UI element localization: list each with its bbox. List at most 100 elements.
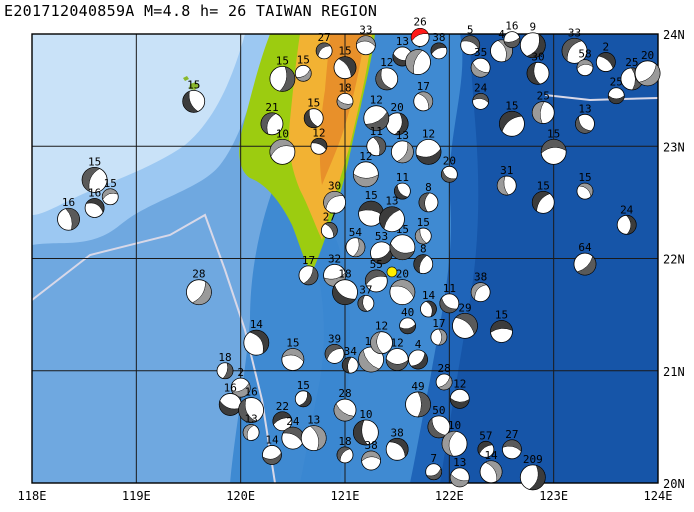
focal-mechanism-beachball[interactable] [355,35,376,56]
focal-mechanism-beachball[interactable] [389,234,416,261]
focal-mechanism-beachball[interactable] [332,279,358,306]
focal-mechanism-beachball[interactable] [576,59,594,77]
focal-mechanism-beachball[interactable] [519,32,546,59]
focal-mechanism-beachball[interactable] [269,66,296,92]
focal-mechanism-beachball[interactable] [310,137,328,155]
focal-mechanism-beachball[interactable] [333,56,357,80]
focal-mechanism-beachball[interactable] [634,60,661,87]
focal-mechanism-beachball[interactable] [390,140,414,164]
focal-mechanism-beachball[interactable] [57,207,80,231]
focal-mechanism-beachball[interactable] [393,182,411,200]
focal-mechanism-beachball[interactable] [345,237,366,258]
focal-mechanism-beachball[interactable] [472,92,490,110]
focal-mechanism-beachball[interactable] [238,397,265,423]
focal-mechanism-beachball[interactable] [298,265,319,286]
focal-mechanism-beachball[interactable] [370,331,393,355]
focal-mechanism-beachball[interactable] [216,362,234,380]
focal-mechanism-beachball[interactable] [260,112,284,136]
focal-mechanism-beachball[interactable] [182,89,206,113]
focal-mechanism-beachball[interactable] [323,190,346,214]
focal-mechanism-beachball[interactable] [336,446,354,464]
focal-mechanism-beachball[interactable] [499,110,525,137]
focal-mechanism-beachball[interactable] [243,329,270,356]
focal-mechanism-beachball[interactable] [470,57,491,78]
focal-mechanism-beachball[interactable] [320,222,338,239]
focal-mechanism-beachball[interactable] [336,92,354,110]
focal-mechanism-beachball[interactable] [413,91,434,112]
focal-mechanism-beachball[interactable] [470,282,491,303]
focal-mechanism-beachball[interactable] [364,269,388,293]
focal-mechanism-beachball[interactable] [425,463,443,481]
focal-mechanism-beachball[interactable] [430,42,448,60]
focal-mechanism-beachball[interactable] [315,42,333,60]
focal-mechanism-beachball[interactable] [573,252,597,276]
focal-mechanism-beachball[interactable] [540,138,567,165]
focal-mechanism-beachball[interactable] [262,445,282,465]
focal-mechanism-beachball[interactable] [440,165,458,183]
focal-mechanism-beachball[interactable] [496,175,517,196]
focal-mechanism-beachball[interactable] [272,411,293,432]
focal-mechanism-beachball[interactable] [375,67,399,91]
focal-mechanism-beachball[interactable] [531,190,555,214]
focal-mechanism-beachball[interactable] [333,398,357,422]
focal-mechanism-beachball[interactable] [477,440,495,458]
focal-mechanism-beachball[interactable] [414,227,432,245]
focal-mechanism-beachball[interactable] [441,430,468,457]
focal-mechanism-beachball[interactable] [385,348,409,371]
focal-mechanism-beachball[interactable] [352,161,379,188]
focal-mechanism-beachball[interactable] [531,101,555,124]
focal-mechanism-beachball[interactable] [81,167,108,193]
focal-mechanism-beachball[interactable] [415,138,442,165]
focal-mechanism-beachball[interactable] [370,241,393,265]
focal-mechanism-beachball[interactable] [303,108,324,129]
focal-mechanism-beachball[interactable] [430,328,448,346]
focal-mechanism-beachball[interactable] [361,450,381,471]
focal-mechanism-beachball[interactable] [84,198,105,218]
focal-mechanism-beachball[interactable] [269,138,296,165]
focal-mechanism-beachball[interactable] [341,356,359,374]
focal-mechanism-beachball[interactable] [575,113,595,134]
focal-mechanism-beachball[interactable] [595,52,616,72]
focal-mechanism-beachball[interactable] [352,419,379,446]
focal-mechanism-beachball[interactable] [281,348,305,371]
focal-mechanism-beachball[interactable] [502,439,522,460]
focal-mechanism-beachball[interactable] [218,393,242,416]
focal-mechanism-beachball[interactable] [526,61,550,85]
focal-mechanism-beachball[interactable] [385,437,409,461]
focal-mechanism-beachball[interactable] [324,344,345,364]
focal-mechanism-beachball[interactable] [460,35,481,56]
focal-mechanism-beachball[interactable] [452,312,478,339]
focal-mechanism-beachball[interactable] [294,64,312,82]
focal-mechanism-beachball[interactable] [519,464,546,491]
focal-mechanism-beachball[interactable] [281,426,305,450]
focal-mechanism-beachball[interactable] [503,31,521,49]
focal-mechanism-beachball[interactable] [435,373,453,391]
focal-mechanism-beachball[interactable] [408,349,428,370]
focal-mechanism-beachball[interactable] [576,182,594,200]
focal-mechanism-beachball[interactable] [439,293,460,314]
focal-mechanism-beachball[interactable] [418,192,439,213]
focal-mechanism-beachball[interactable] [379,206,405,233]
focal-mechanism-beachball[interactable] [294,390,312,408]
focal-mechanism-beachball[interactable] [449,388,470,409]
focal-mechanism-beachball[interactable] [186,279,212,306]
focal-mechanism-beachball[interactable] [607,87,625,105]
focal-mechanism-beachball[interactable] [449,467,470,488]
focal-mechanism-beachball[interactable] [616,214,637,235]
focal-mechanism-beachball[interactable] [101,188,119,206]
focal-mechanism-beachball[interactable] [561,37,588,64]
focal-mechanism-beachball[interactable] [399,317,417,335]
focal-mechanism-beachball[interactable] [389,279,416,306]
focal-mechanism-beachball[interactable] [420,300,437,318]
event-beachball[interactable] [410,27,430,47]
focal-mechanism-beachball[interactable] [413,254,434,275]
focal-mechanism-beachball[interactable] [479,460,503,484]
focal-mechanism-beachball[interactable] [363,105,390,132]
focal-mechanism-beachball[interactable] [230,377,251,398]
focal-mechanism-beachball[interactable] [357,294,375,312]
focal-mechanism-beachball[interactable] [490,320,513,343]
focal-mechanism-beachball[interactable] [427,415,451,439]
focal-mechanism-beachball[interactable] [242,424,260,441]
focal-mechanism-beachball[interactable] [405,49,431,75]
focal-mechanism-beachball[interactable] [300,425,327,452]
